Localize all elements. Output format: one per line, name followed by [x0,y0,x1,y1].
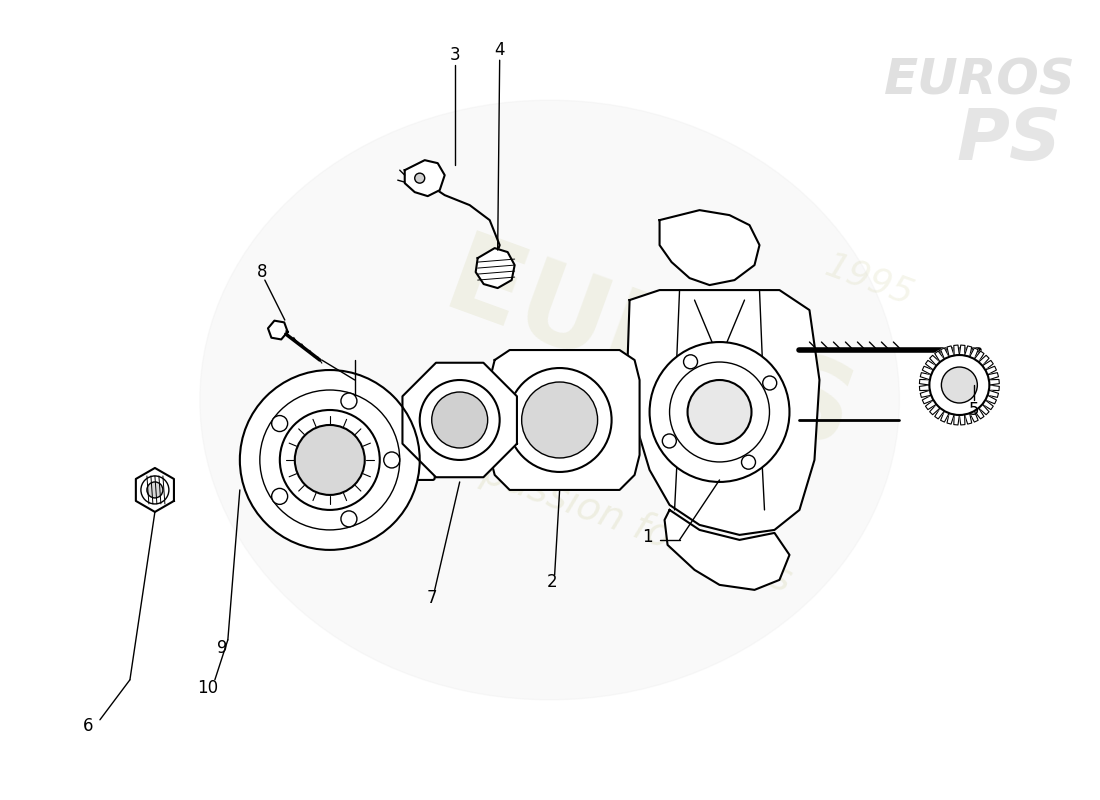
Text: 9: 9 [217,639,227,657]
Polygon shape [935,351,945,362]
Circle shape [420,380,499,460]
Polygon shape [975,351,984,362]
Circle shape [762,376,777,390]
Circle shape [240,370,420,550]
Circle shape [384,452,399,468]
Circle shape [279,410,379,510]
Circle shape [341,393,356,409]
Text: 7: 7 [427,589,437,607]
FancyBboxPatch shape [412,440,434,480]
Polygon shape [930,355,940,366]
Circle shape [930,355,989,415]
Polygon shape [628,290,820,535]
Polygon shape [922,366,934,374]
Text: 3: 3 [450,46,460,64]
Polygon shape [979,404,989,414]
Circle shape [415,173,425,183]
Circle shape [147,482,163,498]
Polygon shape [954,345,959,355]
Text: PS: PS [957,106,1062,174]
Text: 5: 5 [969,401,980,419]
Circle shape [272,415,288,431]
Text: 8: 8 [256,263,267,281]
Polygon shape [935,408,945,419]
Polygon shape [989,385,999,390]
Text: 4: 4 [494,42,505,59]
Polygon shape [664,510,790,590]
Polygon shape [979,355,989,366]
Polygon shape [982,400,993,410]
Circle shape [688,380,751,444]
Circle shape [341,511,356,527]
Polygon shape [920,379,929,385]
Text: 1: 1 [642,528,653,546]
Polygon shape [136,468,174,512]
Polygon shape [988,373,999,380]
Polygon shape [268,321,288,339]
Polygon shape [988,390,999,398]
Polygon shape [975,408,984,419]
Text: EUROS: EUROS [883,56,1075,104]
Text: 6: 6 [82,717,94,734]
Text: 10: 10 [197,679,219,697]
Polygon shape [959,345,965,355]
Polygon shape [405,160,444,196]
Polygon shape [475,248,515,288]
Text: EUROS: EUROS [431,227,868,474]
Circle shape [741,455,756,469]
Polygon shape [989,379,999,385]
Polygon shape [965,413,971,424]
Ellipse shape [200,100,900,700]
Polygon shape [947,346,954,357]
Polygon shape [940,348,949,359]
Polygon shape [660,210,759,285]
Polygon shape [920,385,929,390]
Circle shape [431,392,487,448]
Polygon shape [954,414,959,425]
Polygon shape [403,362,517,478]
Circle shape [683,355,697,369]
Polygon shape [969,411,978,422]
Polygon shape [922,395,934,404]
Polygon shape [925,360,936,370]
Polygon shape [959,414,965,425]
Circle shape [521,382,597,458]
Text: 2: 2 [547,573,557,591]
Polygon shape [965,346,971,357]
Circle shape [650,342,790,482]
Polygon shape [490,350,639,490]
Polygon shape [986,395,997,404]
Polygon shape [921,390,932,398]
Polygon shape [986,366,997,374]
Polygon shape [930,404,940,414]
Polygon shape [940,411,949,422]
Circle shape [942,367,978,403]
Polygon shape [947,413,954,424]
Polygon shape [969,348,978,359]
Text: 1995: 1995 [821,248,918,312]
Circle shape [508,368,612,472]
Text: a passion for parts: a passion for parts [443,440,796,600]
Polygon shape [982,360,993,370]
Circle shape [295,425,365,495]
Polygon shape [925,400,936,410]
Circle shape [272,488,288,504]
Circle shape [662,434,676,448]
Polygon shape [921,373,932,380]
